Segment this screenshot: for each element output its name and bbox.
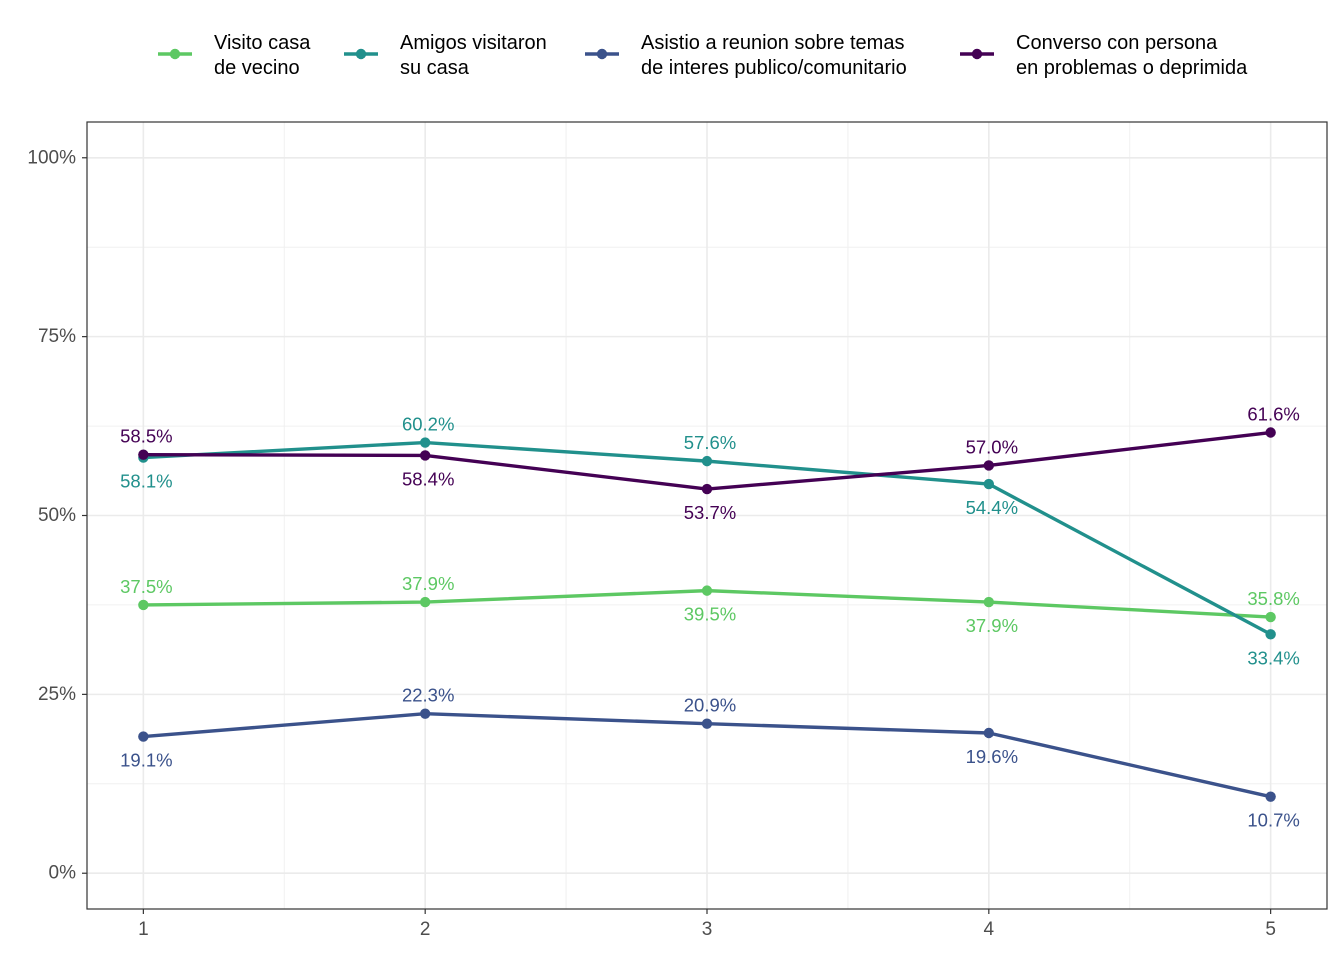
- legend-label: Amigos visitaron su casa: [400, 32, 547, 79]
- data-label: 57.6%: [684, 432, 736, 453]
- data-label: 19.1%: [120, 750, 172, 771]
- data-label: 33.4%: [1247, 647, 1299, 668]
- data-label: 54.4%: [966, 497, 1018, 518]
- x-tick-label: 4: [984, 919, 995, 940]
- legend-label-line: su casa: [400, 57, 470, 79]
- series-point: [138, 731, 149, 742]
- series-point: [983, 478, 995, 490]
- legend-label-line: de vecino: [214, 57, 300, 79]
- legend-key-point: [596, 48, 608, 60]
- series-point: [701, 718, 713, 729]
- data-label: 20.9%: [684, 695, 736, 716]
- legend-label-line: Visito casa: [214, 32, 311, 54]
- x-tick-label: 5: [1265, 919, 1276, 940]
- legend-label: Visito casa de vecino: [214, 32, 311, 79]
- data-label: 53.7%: [684, 502, 736, 523]
- data-label: 22.3%: [402, 685, 454, 706]
- data-label: 19.6%: [966, 746, 1018, 767]
- series-point: [419, 450, 431, 461]
- series-point: [983, 460, 995, 471]
- legend: Visito casa de vecino Amigos visitaron su c…: [158, 32, 1248, 79]
- series-point: [419, 596, 431, 608]
- data-label: 37.9%: [402, 573, 454, 594]
- x-tick-label: 1: [138, 919, 149, 940]
- axis-labels: 0% 25% 50% 75% 100% 1 2 3 4 5: [27, 147, 1276, 940]
- legend-label-line: de interes publico/comunitario: [641, 57, 907, 79]
- legend-key-point: [355, 48, 367, 60]
- series-point: [701, 455, 713, 467]
- series-point: [983, 596, 995, 608]
- legend-label-line: en problemas o deprimida: [1016, 57, 1248, 79]
- series-point: [701, 585, 713, 596]
- data-label: 10.7%: [1247, 810, 1299, 831]
- legend-label-line: Converso con persona: [1016, 32, 1218, 54]
- series-point: [419, 437, 431, 448]
- series-point: [1265, 629, 1276, 640]
- series-point: [138, 449, 149, 460]
- x-tick-label: 3: [702, 919, 713, 940]
- series-point: [983, 727, 995, 739]
- series-point: [1265, 611, 1276, 623]
- y-tick-label: 0%: [49, 863, 77, 884]
- data-label: 58.5%: [120, 426, 172, 447]
- series-point: [701, 483, 713, 495]
- data-label: 58.4%: [402, 468, 454, 489]
- data-label: 57.0%: [966, 436, 1018, 457]
- series-point: [1265, 791, 1276, 802]
- legend-key-point: [169, 48, 181, 60]
- y-tick-label: 100%: [27, 147, 76, 168]
- grid-major: [87, 122, 1327, 909]
- legend-key-point: [971, 48, 983, 60]
- series-point: [1265, 427, 1276, 438]
- data-label: 37.9%: [966, 615, 1018, 636]
- legend-label-line: Asistio a reunion sobre temas: [641, 32, 904, 54]
- data-label: 60.2%: [402, 414, 454, 435]
- y-tick-label: 75%: [38, 326, 76, 347]
- series-point: [419, 708, 431, 719]
- data-label: 58.1%: [120, 471, 172, 492]
- series-points: [138, 427, 1276, 802]
- data-label: 37.5%: [120, 576, 172, 597]
- data-label: 35.8%: [1247, 588, 1299, 609]
- x-tick-label: 2: [420, 919, 431, 940]
- y-tick-label: 50%: [38, 505, 76, 526]
- legend-label: Converso con persona en problemas o depri…: [1016, 32, 1248, 79]
- series-point: [138, 599, 149, 611]
- data-label: 61.6%: [1247, 404, 1299, 425]
- legend-label-line: Amigos visitaron: [400, 32, 547, 54]
- y-tick-label: 25%: [38, 684, 76, 705]
- data-labels: 37.5% 37.9% 39.5% 37.9% 35.8% 58.1% 60.2% 57.6%…: [120, 404, 1300, 831]
- legend-label: Asistio a reunion sobre temas de interes …: [641, 32, 907, 79]
- data-label: 39.5%: [684, 604, 736, 625]
- axis-ticks: [82, 157, 1272, 914]
